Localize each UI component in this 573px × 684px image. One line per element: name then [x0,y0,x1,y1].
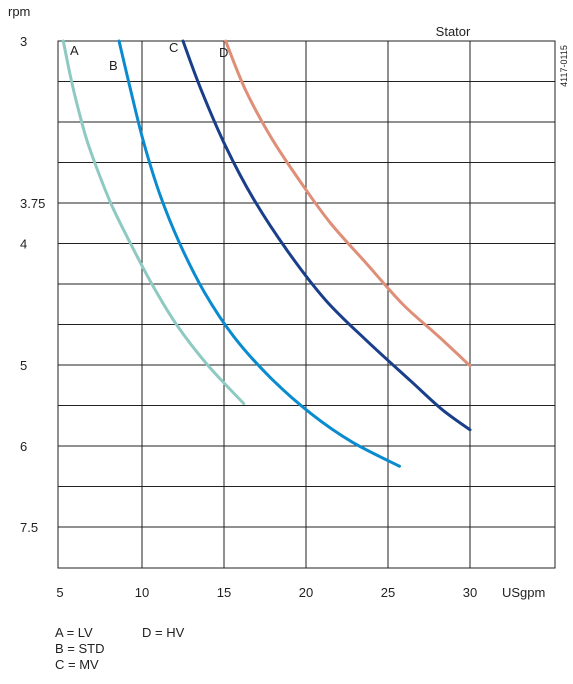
y-tick-label: 6 [20,439,27,454]
curve-a [61,39,246,405]
y-tick-label: 7.5 [20,520,38,535]
series-label-d: D [219,45,228,60]
y-tick-label: 3.75 [20,196,45,211]
curve-c [181,39,472,432]
curve-d [224,39,472,368]
legend: A = LV D = HV B = STD C = MV [55,625,229,673]
stator-annotation: Stator [436,24,471,39]
series-label-c: C [169,40,178,55]
legend-entry-a: A = LV [55,625,93,640]
grid [57,40,556,569]
y-axis-label: rpm [8,4,30,19]
x-tick-label: 5 [56,585,63,600]
labels: A B C D 5 10 15 20 25 30 USgpm rpm 3 3.75 4 5 6 7.5 Stator… [8,4,569,600]
legend-entry-d: D = HV [142,625,185,640]
x-tick-label: 10 [135,585,149,600]
x-tick-label: 15 [217,585,231,600]
y-tick-label: 4 [20,237,27,252]
y-tick-label: 5 [20,358,27,373]
y-tick-label: 3 [20,34,27,49]
legend-entry-b: B = STD [55,641,105,656]
x-tick-label: 30 [463,585,477,600]
x-tick-label: 20 [299,585,313,600]
x-axis-label: USgpm [502,585,545,600]
series-label-a: A [70,43,79,58]
figure-code: 4117-0115 [559,45,569,87]
curves [61,39,472,468]
series-label-b: B [109,58,118,73]
legend-entry-c: C = MV [55,657,99,672]
curve-b [117,39,401,468]
x-tick-label: 25 [381,585,395,600]
